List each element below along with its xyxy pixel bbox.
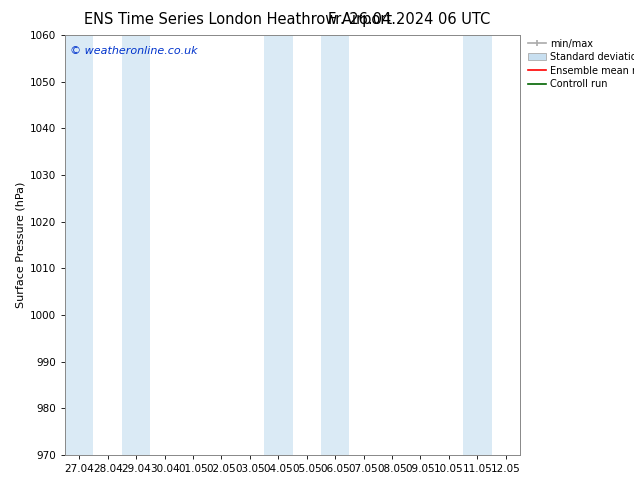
- Bar: [321, 35, 349, 455]
- Bar: [122, 35, 150, 455]
- Text: ENS Time Series London Heathrow Airport: ENS Time Series London Heathrow Airport: [84, 12, 392, 27]
- Text: © weatheronline.co.uk: © weatheronline.co.uk: [70, 46, 197, 55]
- Text: Fr. 26.04.2024 06 UTC: Fr. 26.04.2024 06 UTC: [328, 12, 490, 27]
- Y-axis label: Surface Pressure (hPa): Surface Pressure (hPa): [16, 182, 25, 308]
- Legend: min/max, Standard deviation, Ensemble mean run, Controll run: min/max, Standard deviation, Ensemble me…: [524, 35, 634, 93]
- Bar: [65, 35, 93, 455]
- Bar: [463, 35, 491, 455]
- Bar: [264, 35, 292, 455]
